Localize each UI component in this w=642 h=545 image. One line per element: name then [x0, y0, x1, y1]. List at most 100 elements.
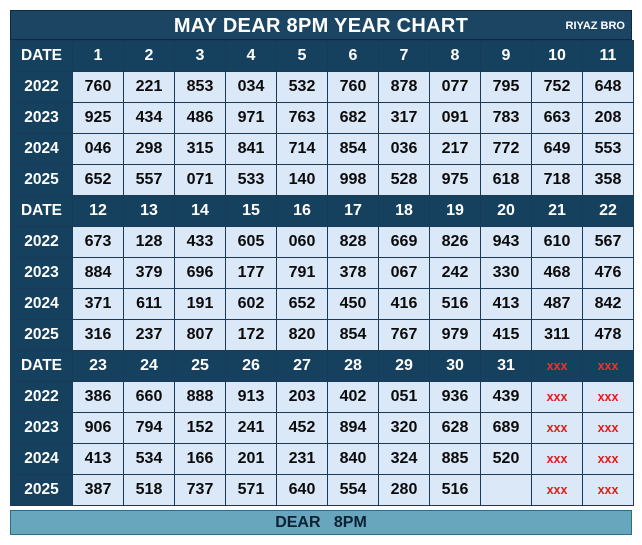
result-cell: 925 — [72, 102, 124, 134]
results-table-body: DATE 1 2 3 4 5 6 7 8 9 10 11 2022 760 221 853 034 532 760 8… — [10, 40, 634, 506]
result-cell: 241 — [225, 412, 277, 444]
year-label: 2022 — [10, 381, 73, 413]
result-cell: 476 — [582, 257, 634, 289]
date-header-cell: 23 — [72, 350, 124, 382]
year-row: 2025 316 237 807 172 820 854 767 979 415 311 478 — [10, 319, 634, 351]
result-cell: 820 — [276, 319, 328, 351]
result-cell: 571 — [225, 474, 277, 506]
result-cell: 853 — [174, 71, 226, 103]
date-header-cell: 11 — [582, 40, 634, 72]
result-cell: 906 — [72, 412, 124, 444]
result-cell: 533 — [225, 164, 277, 196]
result-cell: 191 — [174, 288, 226, 320]
result-cell: 842 — [582, 288, 634, 320]
result-cell: xxx — [582, 412, 634, 444]
result-cell: 413 — [72, 443, 124, 475]
date-header-cell: 18 — [378, 195, 430, 227]
date-header-cell: 7 — [378, 40, 430, 72]
result-cell: 516 — [429, 288, 481, 320]
date-header-cell: 15 — [225, 195, 277, 227]
result-cell: 737 — [174, 474, 226, 506]
result-cell: 320 — [378, 412, 430, 444]
result-cell: 610 — [531, 226, 583, 258]
result-cell: 884 — [72, 257, 124, 289]
date-header-cell: 31 — [480, 350, 532, 382]
date-header-cell: 30 — [429, 350, 481, 382]
date-header-label: DATE — [10, 40, 73, 72]
result-cell: 242 — [429, 257, 481, 289]
year-label: 2025 — [10, 164, 73, 196]
result-cell: 628 — [429, 412, 481, 444]
result-cell: 067 — [378, 257, 430, 289]
result-cell: 979 — [429, 319, 481, 351]
result-cell: 221 — [123, 71, 175, 103]
result-cell: 316 — [72, 319, 124, 351]
result-cell: 878 — [378, 71, 430, 103]
result-cell: 402 — [327, 381, 379, 413]
result-cell: 640 — [276, 474, 328, 506]
result-cell: 649 — [531, 133, 583, 165]
result-cell: 077 — [429, 71, 481, 103]
date-header-cell: 3 — [174, 40, 226, 72]
result-cell: 718 — [531, 164, 583, 196]
result-cell: 885 — [429, 443, 481, 475]
result-cell: 071 — [174, 164, 226, 196]
date-header-cell: 14 — [174, 195, 226, 227]
result-cell: 051 — [378, 381, 430, 413]
date-header-cell: xxx — [531, 350, 583, 382]
title-bar: MAY DEAR 8PM YEAR CHART RIYAZ BRO — [10, 10, 632, 40]
result-cell: 553 — [582, 133, 634, 165]
result-cell: 752 — [531, 71, 583, 103]
result-cell: 618 — [480, 164, 532, 196]
date-header-cell: 12 — [72, 195, 124, 227]
date-header-cell: 27 — [276, 350, 328, 382]
date-header-row: DATE 12 13 14 15 16 17 18 19 20 21 22 — [10, 195, 634, 227]
result-cell: 091 — [429, 102, 481, 134]
result-cell: 648 — [582, 71, 634, 103]
result-cell: 828 — [327, 226, 379, 258]
result-cell: 854 — [327, 133, 379, 165]
result-cell: 772 — [480, 133, 532, 165]
result-cell: 554 — [327, 474, 379, 506]
result-cell: 486 — [174, 102, 226, 134]
result-cell: 518 — [123, 474, 175, 506]
year-row: 2022 760 221 853 034 532 760 878 077 795 752 648 — [10, 71, 634, 103]
date-header-cell: 8 — [429, 40, 481, 72]
year-row: 2023 925 434 486 971 763 682 317 091 783 663 208 — [10, 102, 634, 134]
year-row: 2022 386 660 888 913 203 402 051 936 439 xxx xxx — [10, 381, 634, 413]
year-label: 2024 — [10, 133, 73, 165]
result-cell: 140 — [276, 164, 328, 196]
result-cell: 602 — [225, 288, 277, 320]
date-header-cell: 20 — [480, 195, 532, 227]
result-cell: 794 — [123, 412, 175, 444]
result-cell: 208 — [582, 102, 634, 134]
year-label: 2025 — [10, 319, 73, 351]
date-header-cell: 21 — [531, 195, 583, 227]
result-cell: 840 — [327, 443, 379, 475]
result-cell: 936 — [429, 381, 481, 413]
date-header-cell: 13 — [123, 195, 175, 227]
result-cell: 783 — [480, 102, 532, 134]
result-cell: 696 — [174, 257, 226, 289]
result-cell: 034 — [225, 71, 277, 103]
result-cell — [480, 474, 532, 506]
result-cell: xxx — [531, 443, 583, 475]
date-header-cell: 9 — [480, 40, 532, 72]
result-cell: 237 — [123, 319, 175, 351]
date-header-cell: 17 — [327, 195, 379, 227]
result-cell: 172 — [225, 319, 277, 351]
result-cell: 760 — [72, 71, 124, 103]
result-cell: 767 — [378, 319, 430, 351]
year-label: 2024 — [10, 288, 73, 320]
result-cell: 660 — [123, 381, 175, 413]
result-cell: 433 — [174, 226, 226, 258]
result-cell: 298 — [123, 133, 175, 165]
results-table: DATE 1 2 3 4 5 6 7 8 9 10 11 2022 760 221 853 034 532 760 8… — [10, 40, 634, 506]
result-cell: xxx — [531, 474, 583, 506]
year-label: 2023 — [10, 412, 73, 444]
date-header-row: DATE 23 24 25 26 27 28 29 30 31 xxx xxx — [10, 350, 634, 382]
result-cell: 557 — [123, 164, 175, 196]
result-cell: 841 — [225, 133, 277, 165]
date-header-cell: 6 — [327, 40, 379, 72]
result-cell: 795 — [480, 71, 532, 103]
